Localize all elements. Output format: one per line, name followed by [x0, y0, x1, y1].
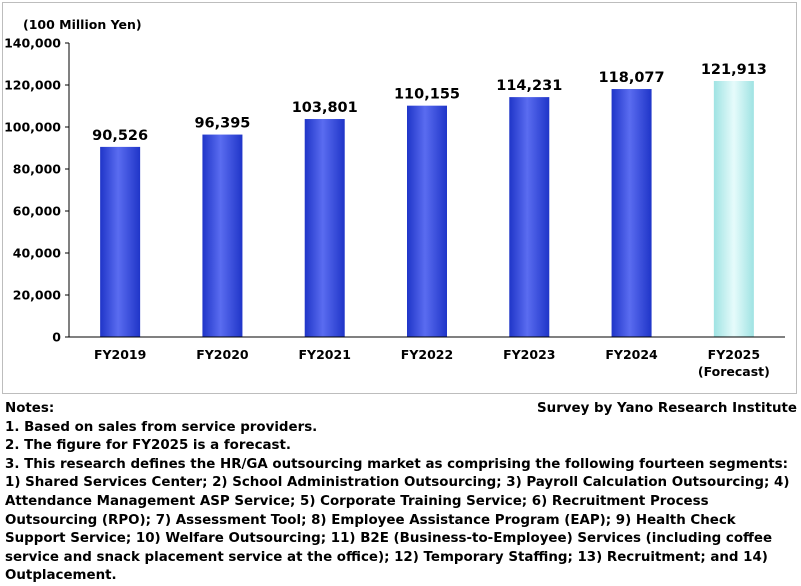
x-tick-sublabel: (Forecast) [698, 364, 770, 379]
y-tick-label: 100,000 [4, 120, 61, 135]
x-tick-label: FY2020 [196, 347, 249, 362]
x-tick-label: FY2021 [299, 347, 351, 362]
bar-fy2024 [611, 89, 652, 337]
data-label-fy2024: 118,077 [599, 70, 665, 86]
bar-fy2020 [202, 134, 243, 337]
y-tick-label: 0 [52, 330, 61, 345]
bar-chart: (100 Million Yen) 0 20,000 40,000 60,000 80,… [4, 17, 785, 379]
bar-fy2019 [100, 146, 141, 337]
notes: Notes: 1. Based on sales from service pr… [5, 400, 797, 586]
x-tick-label: FY2022 [401, 347, 453, 362]
bar-fy2021 [304, 119, 345, 337]
y-tick-label: 20,000 [13, 288, 62, 303]
y-tick-label: 60,000 [13, 204, 62, 219]
note-3-definition: 3. This research defines the HR/GA outso… [5, 456, 790, 584]
chart-frame: (100 Million Yen) 0 20,000 40,000 60,000 80,… [2, 2, 797, 394]
bars [100, 80, 754, 337]
bar-fy2023 [509, 97, 550, 337]
x-tick-label: FY2023 [503, 347, 555, 362]
y-tick-label: 80,000 [13, 162, 62, 177]
x-tick-label: FY2024 [605, 347, 658, 362]
data-label-fy2021: 103,801 [292, 100, 358, 116]
value-labels: 90,526 96,395 103,801 110,155 114,231 118,077… [92, 62, 767, 144]
y-tick-label: 40,000 [13, 246, 62, 261]
x-tick-label: FY2025 [708, 347, 760, 362]
data-label-fy2022: 110,155 [394, 87, 460, 103]
note-2: 2. The figure for FY2025 is a forecast. [5, 438, 291, 454]
bar-fy2022 [407, 105, 447, 337]
x-axis: FY2019 FY2020 FY2021 FY2022 FY2023 FY2024 FY20… [69, 336, 785, 379]
notes-heading: Notes: [5, 401, 55, 416]
data-label-fy2023: 114,231 [496, 78, 562, 94]
source-credit: Survey by Yano Research Institute [537, 401, 797, 416]
bar-fy2025 [713, 80, 754, 337]
data-label-fy2025: 121,913 [701, 62, 767, 78]
note-1: 1. Based on sales from service providers… [5, 419, 318, 435]
x-tick-label: FY2019 [94, 347, 146, 362]
data-label-fy2020: 96,395 [194, 116, 250, 132]
y-tick-label: 140,000 [4, 36, 61, 51]
data-label-fy2019: 90,526 [92, 128, 148, 144]
y-axis-unit-label: (100 Million Yen) [23, 17, 142, 32]
y-axis: 0 20,000 40,000 60,000 80,000 100,000 120,000 1… [4, 36, 70, 345]
y-tick-label: 120,000 [4, 78, 61, 93]
